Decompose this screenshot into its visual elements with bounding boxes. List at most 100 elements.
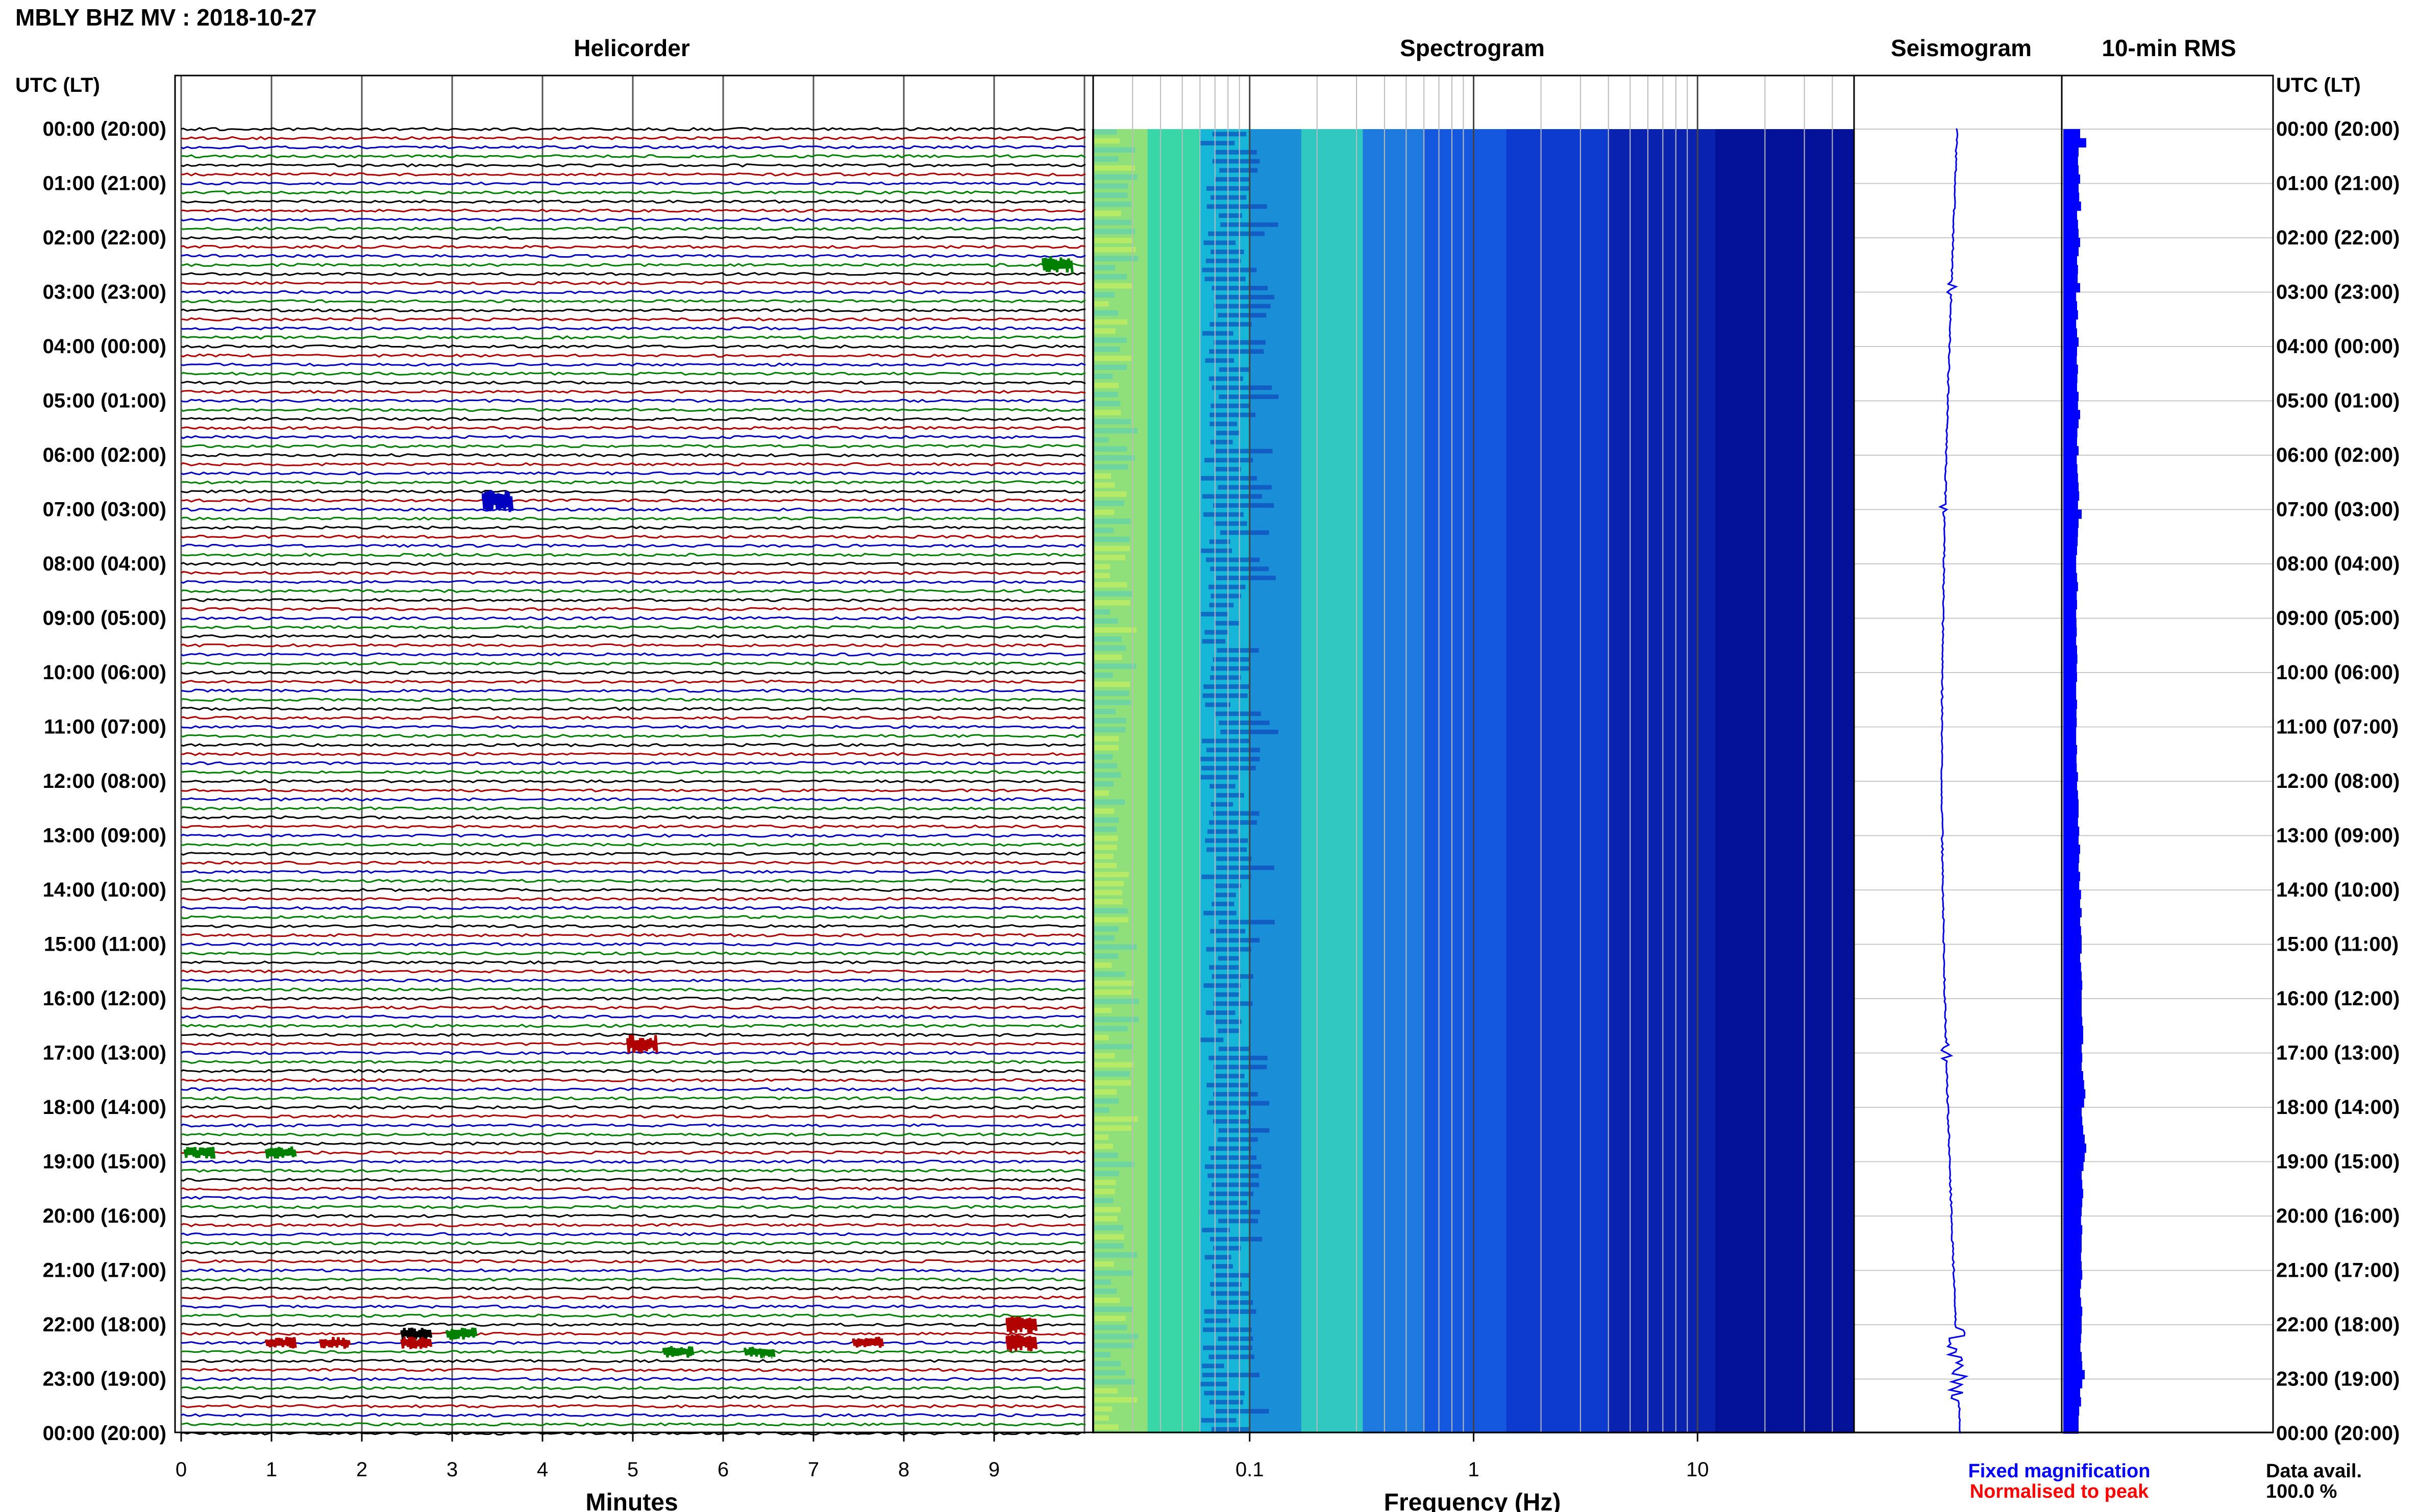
spectrogram-stripe bbox=[1093, 256, 1139, 262]
helicorder-trace-line bbox=[181, 580, 1086, 584]
rms-bar bbox=[2063, 156, 2078, 166]
spectrogram-stripe bbox=[1093, 736, 1119, 741]
helicorder-trace-line bbox=[181, 1078, 1086, 1082]
helicorder-trace-line bbox=[181, 1368, 1086, 1372]
helicorder-x-tick-label: 2 bbox=[356, 1458, 367, 1481]
rms-bar bbox=[2063, 546, 2077, 555]
rms-bar bbox=[2063, 555, 2077, 564]
spectrogram-stripe bbox=[1210, 439, 1233, 444]
helicorder-x-tick-label: 9 bbox=[989, 1458, 1000, 1481]
spectrogram-stripe bbox=[1211, 1291, 1249, 1296]
rms-bar bbox=[2063, 926, 2081, 936]
spectrogram-stripe bbox=[1218, 920, 1275, 925]
spectrogram-stripe bbox=[1211, 593, 1242, 599]
helicorder-trace-line bbox=[181, 661, 1086, 666]
y-tick-right: 21:00 (17:00) bbox=[2276, 1259, 2400, 1282]
helicorder-trace-line bbox=[181, 208, 1086, 213]
spectrogram-stripe bbox=[1093, 1207, 1121, 1212]
rms-bar bbox=[2063, 174, 2080, 184]
helicorder-trace-line bbox=[181, 1186, 1086, 1191]
spectrogram-stripe bbox=[1093, 1316, 1126, 1321]
helicorder-trace-line bbox=[181, 199, 1086, 204]
spectrogram-stripe bbox=[1208, 1146, 1251, 1151]
rms-bar bbox=[2063, 138, 2086, 147]
helicorder-title: Helicorder bbox=[574, 35, 690, 61]
helicorder-trace-line bbox=[181, 1087, 1086, 1092]
spectrogram-stripe bbox=[1200, 775, 1239, 780]
spectrogram-stripe bbox=[1093, 872, 1129, 878]
spectrogram-stripe bbox=[1216, 576, 1276, 580]
seismogram-title: Seismogram bbox=[1891, 35, 2032, 61]
helicorder-trace-line bbox=[181, 227, 1086, 231]
panel-frame bbox=[2061, 75, 2274, 1433]
helicorder-trace-line bbox=[181, 1150, 1086, 1155]
helicorder-trace-line bbox=[181, 770, 1086, 775]
seismogram-trace bbox=[1938, 128, 1969, 1434]
rms-bar bbox=[2063, 437, 2077, 447]
helicorder-trace-line bbox=[181, 688, 1086, 693]
spectrogram-band bbox=[1249, 129, 1302, 1433]
helicorder-trace-line bbox=[181, 154, 1086, 159]
rms-bar bbox=[2063, 455, 2077, 465]
helicorder-event bbox=[400, 1327, 433, 1340]
spectrogram-stripe bbox=[1093, 491, 1127, 497]
rms-bar bbox=[2063, 781, 2077, 791]
helicorder-trace-line bbox=[181, 1395, 1086, 1400]
rms-bar bbox=[2063, 1243, 2082, 1253]
spectrogram-stripe bbox=[1093, 1243, 1124, 1249]
spectrogram-stripe bbox=[1093, 636, 1122, 642]
helicorder-trace-line bbox=[181, 217, 1086, 222]
rms-bar bbox=[2063, 473, 2078, 483]
spectrogram-stripe bbox=[1210, 1236, 1263, 1242]
spectrogram-stripe bbox=[1219, 213, 1242, 218]
spectrogram-stripe bbox=[1093, 1188, 1115, 1195]
spectrogram-stripe bbox=[1093, 319, 1128, 325]
helicorder-trace-line bbox=[181, 1250, 1086, 1255]
helicorder-trace-line bbox=[181, 190, 1086, 195]
rms-bar bbox=[2063, 518, 2079, 528]
spectrogram-stripe bbox=[1093, 536, 1130, 542]
rms-bar bbox=[2063, 962, 2081, 972]
helicorder-trace-line bbox=[181, 534, 1086, 539]
spectrogram-stripe bbox=[1201, 548, 1232, 553]
spectrogram-x-tick-label: 0.1 bbox=[1236, 1458, 1264, 1481]
data-availability-label: Data avail. bbox=[2266, 1460, 2362, 1482]
helicorder-trace-line bbox=[181, 824, 1086, 829]
spectrogram-stripe bbox=[1214, 1074, 1245, 1079]
rms-bar bbox=[2063, 1134, 2085, 1144]
data-availability-value: 100.0 % bbox=[2266, 1481, 2337, 1502]
helicorder-trace-line bbox=[181, 1014, 1086, 1019]
spectrogram-stripe bbox=[1218, 1336, 1253, 1341]
y-tick-left: 02:00 (22:00) bbox=[43, 227, 166, 249]
spectrogram-stripe bbox=[1093, 219, 1131, 226]
rms-bar bbox=[2063, 256, 2077, 265]
spectrogram-stripe bbox=[1093, 482, 1115, 488]
rms-bar bbox=[2063, 953, 2080, 963]
spectrogram-stripe bbox=[1204, 458, 1253, 463]
rms-bar bbox=[2063, 1080, 2084, 1089]
y-tick-left: 12:00 (08:00) bbox=[43, 770, 166, 792]
y-tick-left: 11:00 (07:00) bbox=[44, 716, 166, 738]
spectrogram-stripe bbox=[1204, 630, 1229, 635]
spectrogram-stripe bbox=[1207, 829, 1238, 834]
rms-bar bbox=[2063, 763, 2077, 773]
spectrogram-stripe bbox=[1093, 1279, 1111, 1285]
y-tick-right: 09:00 (05:00) bbox=[2276, 607, 2400, 630]
y-axis-right-label: UTC (LT) bbox=[2276, 74, 2361, 96]
spectrogram-stripe bbox=[1206, 204, 1267, 209]
helicorder-trace-line bbox=[181, 335, 1086, 340]
helicorder-trace-line bbox=[181, 353, 1086, 358]
helicorder-trace-line bbox=[181, 181, 1086, 186]
helicorder-event bbox=[400, 1336, 433, 1349]
spectrogram-stripe bbox=[1218, 1128, 1270, 1133]
helicorder-trace-line bbox=[181, 471, 1086, 476]
rms-bar bbox=[2063, 745, 2077, 755]
spectrogram-stripe bbox=[1093, 202, 1131, 207]
y-tick-left: 04:00 (00:00) bbox=[43, 335, 166, 358]
rms-bar bbox=[2063, 446, 2079, 456]
spectrogram-stripe bbox=[1093, 980, 1134, 986]
data-availability: Data avail. 100.0 % bbox=[2266, 1460, 2362, 1502]
helicorder-trace-line bbox=[181, 489, 1086, 494]
spectrogram-stripe bbox=[1093, 582, 1127, 588]
spectrogram-stripe bbox=[1219, 168, 1257, 173]
